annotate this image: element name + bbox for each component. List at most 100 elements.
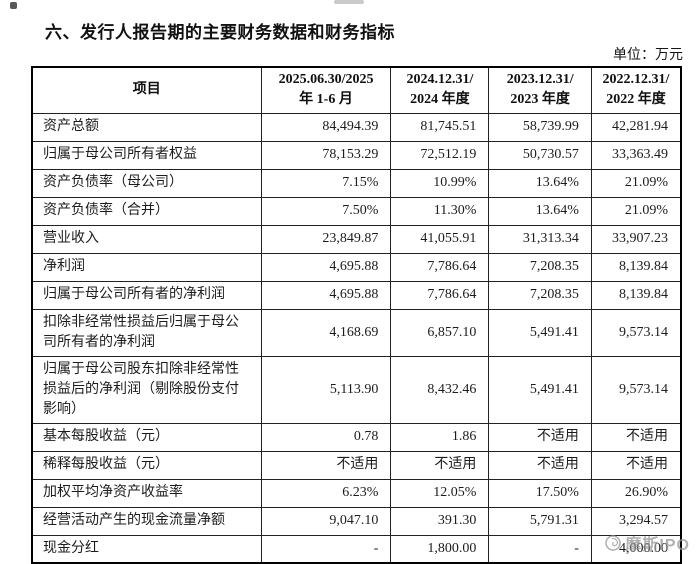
column-header-2025: 2025.06.30/2025 年 1-6 月 — [260, 66, 392, 114]
cell-value: 58,739.99 — [488, 112, 592, 142]
row-label: 资产总额 — [31, 112, 262, 142]
cell-value: 5,491.41 — [488, 355, 592, 424]
row-label: 归属于母公司股东扣除非经常性损益后的净利润（剔除股份支付影响） — [31, 355, 262, 424]
cell-value: 50,730.57 — [488, 140, 592, 170]
table-row: 扣除非经常性损益后归属于母公司所有者的净利润 4,168.69 6,857.10… — [31, 308, 682, 357]
row-label: 净利润 — [31, 252, 262, 282]
column-header-line2: 2024 年度 — [410, 92, 470, 108]
cell-value: 21.09% — [590, 168, 682, 198]
column-header-2022: 2022.12.31/ 2022 年度 — [590, 66, 682, 114]
cell-value: 7,208.35 — [488, 280, 592, 310]
cell-value: 0.78 — [260, 422, 392, 452]
cell-value: 33,907.23 — [590, 224, 682, 254]
watermark: 摩斯IPO — [604, 531, 690, 555]
cell-value: 21.09% — [590, 196, 682, 226]
cell-value: 8,139.84 — [590, 252, 682, 282]
scan-artifact-topmiddle — [334, 0, 364, 4]
table-row: 经营活动产生的现金流量净额 9,047.10 391.30 5,791.31 3… — [31, 506, 682, 536]
row-label: 归属于母公司所有者权益 — [31, 140, 262, 170]
row-label: 经营活动产生的现金流量净额 — [31, 506, 262, 536]
cell-value: 23,849.87 — [260, 224, 392, 254]
column-header-line2: 2022 年度 — [606, 92, 666, 108]
table-body: 资产总额 84,494.39 81,745.51 58,739.99 42,28… — [31, 112, 682, 564]
page-title: 六、发行人报告期的主要财务数据和财务指标 — [45, 23, 395, 43]
table-row: 归属于母公司股东扣除非经常性损益后的净利润（剔除股份支付影响） 5,113.90… — [31, 355, 682, 424]
cell-value: 不适用 — [590, 450, 682, 480]
table-row: 加权平均净资产收益率 6.23% 12.05% 17.50% 26.90% — [31, 478, 682, 508]
cell-value: 不适用 — [488, 422, 592, 452]
cell-value: 4,695.88 — [260, 280, 392, 310]
cell-value: 6.23% — [260, 478, 392, 508]
column-header-line2: 年 1-6 月 — [299, 92, 353, 108]
column-header-2023: 2023.12.31/ 2023 年度 — [488, 66, 592, 114]
cell-value: 41,055.91 — [390, 224, 490, 254]
cell-value: 391.30 — [390, 506, 490, 536]
column-header-line1: 2025.06.30/2025 — [278, 72, 374, 87]
cell-value: 不适用 — [488, 450, 592, 480]
watermark-text: 摩斯IPO — [625, 537, 690, 554]
column-header-item: 项目 — [31, 66, 262, 114]
cell-value: 13.64% — [488, 196, 592, 226]
column-header-line2: 2023 年度 — [510, 92, 570, 108]
cell-value: 31,313.34 — [488, 224, 592, 254]
cell-value: 17.50% — [488, 478, 592, 508]
cell-value: 8,139.84 — [590, 280, 682, 310]
cell-value: 7,786.64 — [390, 280, 490, 310]
table-row: 营业收入 23,849.87 41,055.91 31,313.34 33,90… — [31, 224, 682, 254]
table-row: 资产总额 84,494.39 81,745.51 58,739.99 42,28… — [31, 112, 682, 142]
cell-value: 1.86 — [390, 422, 490, 452]
row-label: 扣除非经常性损益后归属于母公司所有者的净利润 — [31, 308, 262, 357]
column-header-line1: 2024.12.31/ — [406, 72, 474, 87]
row-label: 稀释每股收益（元） — [31, 450, 262, 480]
cell-value: 7.50% — [260, 196, 392, 226]
table-row: 资产负债率（合并） 7.50% 11.30% 13.64% 21.09% — [31, 196, 682, 226]
unit-label: 单位：万元 — [613, 48, 683, 63]
cell-value: 5,113.90 — [260, 355, 392, 424]
cell-value: 7,208.35 — [488, 252, 592, 282]
cell-value: 33,363.49 — [590, 140, 682, 170]
financial-data-table: 项目 2025.06.30/2025 年 1-6 月 2024.12.31/ 2… — [31, 66, 682, 564]
table-row: 净利润 4,695.88 7,786.64 7,208.35 8,139.84 — [31, 252, 682, 282]
row-label: 资产负债率（母公司） — [31, 168, 262, 198]
cell-value: 5,791.31 — [488, 506, 592, 536]
cell-value: 4,695.88 — [260, 252, 392, 282]
row-label: 基本每股收益（元） — [31, 422, 262, 452]
cell-value: 9,573.14 — [590, 308, 682, 357]
cell-value: 5,491.41 — [488, 308, 592, 357]
cell-value: 12.05% — [390, 478, 490, 508]
table-row: 归属于母公司所有者的净利润 4,695.88 7,786.64 7,208.35… — [31, 280, 682, 310]
column-header-line1: 2022.12.31/ — [602, 72, 670, 87]
cell-value: 78,153.29 — [260, 140, 392, 170]
cell-value: 10.99% — [390, 168, 490, 198]
cell-value: 9,047.10 — [260, 506, 392, 536]
cell-value: 9,573.14 — [590, 355, 682, 424]
table-header-row: 项目 2025.06.30/2025 年 1-6 月 2024.12.31/ 2… — [31, 66, 682, 114]
watermark-logo-icon — [605, 535, 622, 551]
cell-value: 84,494.39 — [260, 112, 392, 142]
column-header-line1: 项目 — [132, 82, 161, 98]
cell-value: 4,168.69 — [260, 308, 392, 357]
cell-value: 不适用 — [260, 450, 392, 480]
cell-value: 13.64% — [488, 168, 592, 198]
row-label: 资产负债率（合并） — [31, 196, 262, 226]
cell-value: 72,512.19 — [390, 140, 490, 170]
row-label: 营业收入 — [31, 224, 262, 254]
cell-value: 6,857.10 — [390, 308, 490, 357]
cell-value: 81,745.51 — [390, 112, 490, 142]
cell-value: 7,786.64 — [390, 252, 490, 282]
cell-value: 不适用 — [390, 450, 490, 480]
table-row: 归属于母公司所有者权益 78,153.29 72,512.19 50,730.5… — [31, 140, 682, 170]
column-header-line1: 2023.12.31/ — [506, 72, 574, 87]
row-label: 归属于母公司所有者的净利润 — [31, 280, 262, 310]
cell-value: 7.15% — [260, 168, 392, 198]
cell-value: 42,281.94 — [590, 112, 682, 142]
column-header-2024: 2024.12.31/ 2024 年度 — [390, 66, 490, 114]
table-row: 资产负债率（母公司） 7.15% 10.99% 13.64% 21.09% — [31, 168, 682, 198]
row-label: 加权平均净资产收益率 — [31, 478, 262, 508]
cell-value: 26.90% — [590, 478, 682, 508]
table-row: 稀释每股收益（元） 不适用 不适用 不适用 不适用 — [31, 450, 682, 480]
cell-value: 11.30% — [390, 196, 490, 226]
table-row: 基本每股收益（元） 0.78 1.86 不适用 不适用 — [31, 422, 682, 452]
scan-artifact-topleft — [10, 2, 17, 9]
cell-value: 不适用 — [590, 422, 682, 452]
